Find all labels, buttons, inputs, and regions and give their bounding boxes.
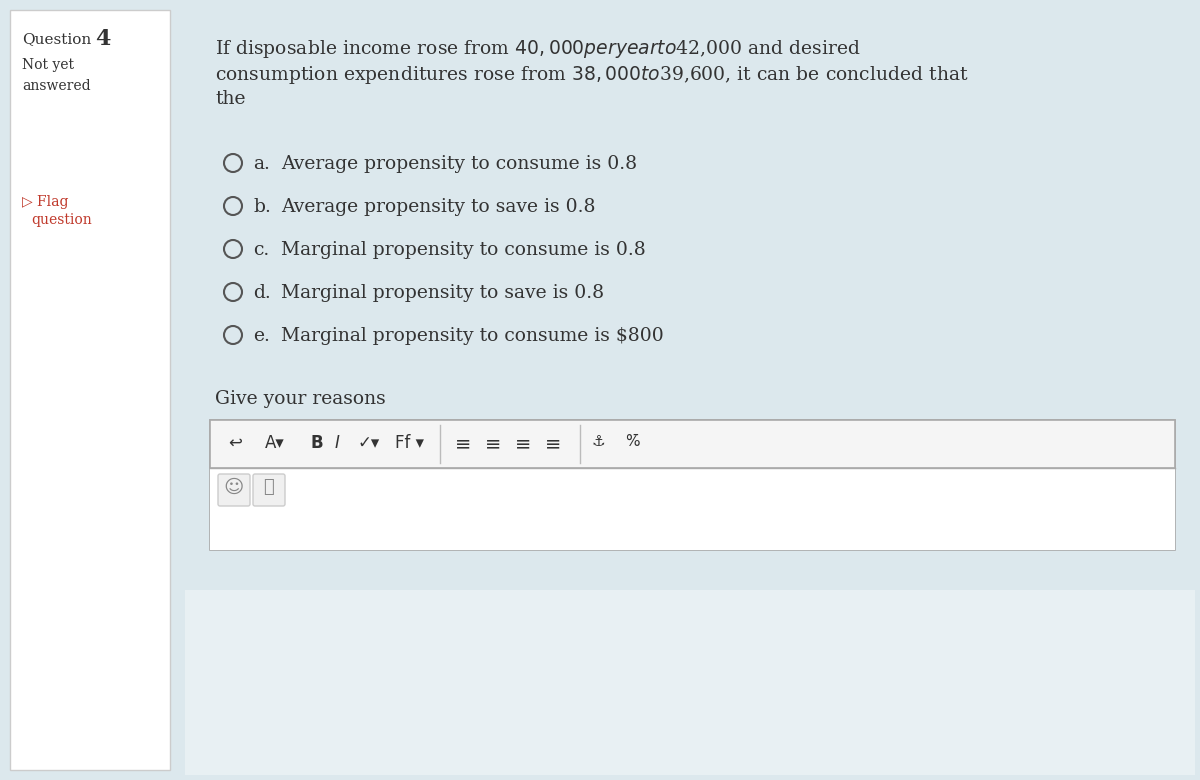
FancyBboxPatch shape xyxy=(210,420,1175,550)
Text: ✓▾: ✓▾ xyxy=(358,434,380,452)
Text: e.: e. xyxy=(253,327,270,345)
Text: ≡: ≡ xyxy=(485,434,502,453)
Text: A▾: A▾ xyxy=(265,434,284,452)
Text: Marginal propensity to consume is $800: Marginal propensity to consume is $800 xyxy=(281,327,664,345)
Text: Ff ▾: Ff ▾ xyxy=(395,434,424,452)
Text: question: question xyxy=(31,213,91,227)
Text: ↩: ↩ xyxy=(228,434,242,452)
Text: Question: Question xyxy=(22,32,91,46)
Text: Marginal propensity to save is 0.8: Marginal propensity to save is 0.8 xyxy=(281,284,604,302)
Text: d.: d. xyxy=(253,284,271,302)
FancyBboxPatch shape xyxy=(210,420,1175,468)
Text: B: B xyxy=(310,434,323,452)
Text: ☺: ☺ xyxy=(224,478,244,497)
Text: c.: c. xyxy=(253,241,269,259)
FancyBboxPatch shape xyxy=(10,10,170,770)
Text: 4: 4 xyxy=(95,28,110,50)
Text: ⚓: ⚓ xyxy=(592,434,606,449)
Text: If disposable income rose from $40,000 per year to $42,000 and desired: If disposable income rose from $40,000 p… xyxy=(215,38,860,60)
Text: Give your reasons: Give your reasons xyxy=(215,390,385,408)
Text: the: the xyxy=(215,90,246,108)
Text: b.: b. xyxy=(253,198,271,216)
Text: Marginal propensity to consume is 0.8: Marginal propensity to consume is 0.8 xyxy=(281,241,646,259)
Text: consumption expenditures rose from $38,000 to $39,600, it can be concluded that: consumption expenditures rose from $38,0… xyxy=(215,64,968,86)
Text: Average propensity to consume is 0.8: Average propensity to consume is 0.8 xyxy=(281,155,637,173)
FancyBboxPatch shape xyxy=(185,590,1195,775)
Text: a.: a. xyxy=(253,155,270,173)
Text: 🖼: 🖼 xyxy=(264,478,275,496)
Text: Average propensity to save is 0.8: Average propensity to save is 0.8 xyxy=(281,198,595,216)
FancyBboxPatch shape xyxy=(253,474,286,506)
Text: ≡: ≡ xyxy=(515,434,532,453)
Text: ▷ Flag: ▷ Flag xyxy=(22,195,68,209)
Text: I: I xyxy=(335,434,340,452)
Text: ≡: ≡ xyxy=(455,434,472,453)
Text: %̄: %̄ xyxy=(625,434,640,449)
FancyBboxPatch shape xyxy=(218,474,250,506)
Text: Not yet
answered: Not yet answered xyxy=(22,58,91,93)
Text: ≡: ≡ xyxy=(545,434,562,453)
FancyBboxPatch shape xyxy=(210,468,1175,550)
